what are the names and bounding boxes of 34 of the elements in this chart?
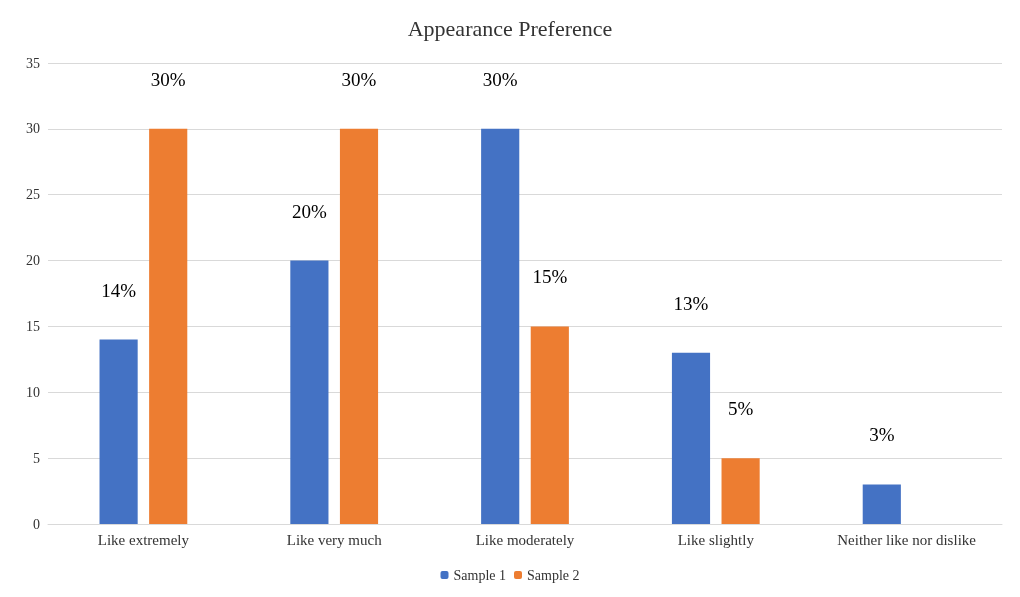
data-label: 30% xyxy=(482,68,518,90)
data-label: 30% xyxy=(150,68,186,90)
y-tick-label: 15 xyxy=(26,318,40,334)
y-tick-label: 35 xyxy=(26,55,40,71)
data-label: 20% xyxy=(291,200,327,222)
legend-label: Sample 1 xyxy=(453,567,507,583)
bar xyxy=(99,339,138,524)
legend-label: Sample 2 xyxy=(527,567,580,583)
data-label: 3% xyxy=(869,424,895,446)
x-tick-label: Like extremely xyxy=(97,531,190,548)
chart-title: Appearance Preference xyxy=(407,15,613,41)
x-tick-label: Like moderately xyxy=(475,531,575,548)
data-label: 15% xyxy=(532,266,568,288)
bar xyxy=(530,326,569,524)
data-label: 14% xyxy=(101,279,137,301)
bar xyxy=(339,128,379,524)
bar xyxy=(671,352,711,524)
bar xyxy=(862,484,901,524)
y-tick-label: 0 xyxy=(33,516,40,532)
bar xyxy=(290,260,329,524)
data-label: 30% xyxy=(341,68,377,90)
y-tick-label: 30 xyxy=(26,121,40,137)
y-tick-label: 10 xyxy=(26,384,40,400)
data-label: 13% xyxy=(673,292,709,314)
data-label: 5% xyxy=(727,398,754,420)
x-tick-label: Like very much xyxy=(286,531,383,548)
y-tick-label: 5 xyxy=(33,450,40,466)
x-tick-label: Like slightly xyxy=(677,531,755,548)
y-tick-label: 20 xyxy=(26,253,40,269)
bar xyxy=(721,458,760,524)
bar xyxy=(481,128,520,524)
x-tick-label: Neither like nor dislike xyxy=(837,531,977,548)
y-tick-label: 25 xyxy=(26,187,40,203)
bar xyxy=(149,128,188,524)
